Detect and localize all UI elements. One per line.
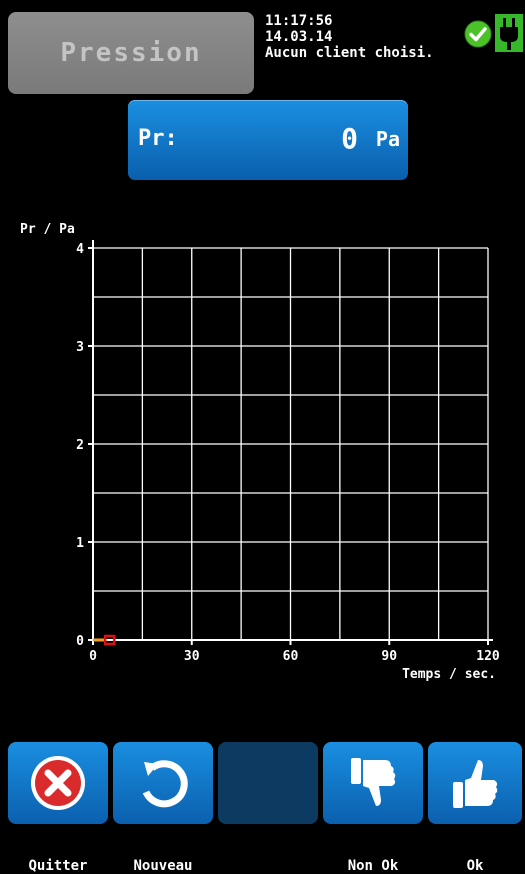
status-block: 11:17:56 14.03.14 Aucun client choisi. [265,13,434,61]
reading-label: Pr: [138,126,178,151]
title-button[interactable]: Pression [8,12,254,94]
x-tick-label: 60 [283,649,299,664]
thumbs-down-icon [351,758,396,806]
not-ok-button[interactable] [323,742,423,824]
reading-value: 0 [341,122,358,155]
y-axis-label: Pr / Pa [20,222,75,237]
pressure-reading-panel: Pr: 0 Pa [128,100,408,180]
y-tick-label: 4 [76,242,84,257]
date-readout: 14.03.14 [265,29,333,45]
quit-button[interactable] [8,742,108,824]
empty-button [218,742,318,824]
time-readout: 11:17:56 [265,13,333,29]
y-tick-label: 2 [76,438,84,453]
thumbs-up-icon [453,760,498,808]
ok-label: Ok [466,858,484,874]
refresh-icon [142,760,188,808]
series-point [103,634,116,646]
y-tick-label: 3 [76,340,84,355]
reading-unit: Pa [375,127,400,151]
x-tick-label: 30 [184,649,200,664]
x-tick-label: 120 [476,649,500,664]
ok-button[interactable] [428,742,522,824]
not-ok-label: Non Ok [347,858,399,874]
check-icon [464,20,492,48]
power-plug-icon [495,14,523,52]
new-label: Nouveau [133,858,193,874]
y-tick-label: 0 [76,634,84,649]
new-button[interactable] [113,742,213,824]
x-tick-label: 0 [89,649,97,664]
x-circle-icon [31,756,85,810]
x-tick-label: 90 [381,649,397,664]
pressure-chart: 0 1 2 3 4 0 30 60 90 120 Pr / Pa Temps / sec. [20,222,500,682]
y-tick-label: 1 [76,536,84,551]
quit-label: Quitter [28,858,88,874]
client-status: Aucun client choisi. [265,45,434,61]
x-axis-label: Temps / sec. [402,667,496,682]
